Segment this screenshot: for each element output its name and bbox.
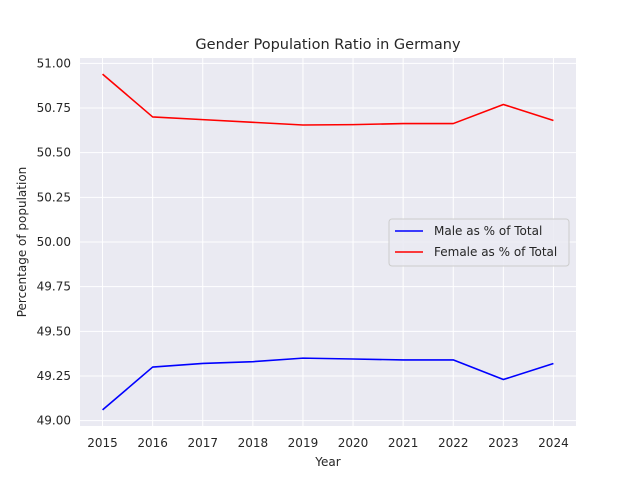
y-tick-label: 50.75 [37,101,71,115]
x-tick-label: 2023 [488,436,519,450]
y-axis-ticks: 49.00 49.25 49.50 49.75 50.00 50.25 50.50 50.75… [37,56,71,427]
grid [80,58,576,426]
x-tick-label: 2021 [388,436,419,450]
series-lines [102,73,554,411]
y-tick-label: 49.50 [37,324,71,338]
y-tick-label: 50.25 [37,190,71,204]
series-line-1 [102,73,554,126]
legend-box [388,218,570,267]
x-tick-label: 2017 [187,436,218,450]
x-tick-label: 2020 [338,436,369,450]
legend-label: Male as % of Total [434,224,542,238]
series-line-0 [102,357,554,411]
x-tick-label: 2024 [538,436,569,450]
y-tick-label: 49.00 [37,414,71,428]
x-axis-ticks: 2015 2016 2017 2018 2019 2020 2021 2022 2023 2024 [87,436,568,450]
y-tick-label: 50.00 [37,235,71,249]
x-tick-label: 2015 [87,436,118,450]
chart-title: Gender Population Ratio in Germany [195,37,461,53]
x-tick-label: 2019 [288,436,319,450]
y-tick-label: 49.75 [37,280,71,294]
x-tick-label: 2016 [137,436,168,450]
y-tick-label: 49.25 [37,369,71,383]
y-axis-label: Percentage of population [15,167,29,318]
x-axis-label: Year [314,455,340,469]
x-tick-label: 2018 [238,436,269,450]
legend-label: Female as % of Total [434,245,557,259]
y-tick-label: 50.50 [37,146,71,160]
legend: Male as % of Total Female as % of Total [388,218,570,267]
x-tick-label: 2022 [438,436,469,450]
y-tick-label: 51.00 [37,56,71,70]
